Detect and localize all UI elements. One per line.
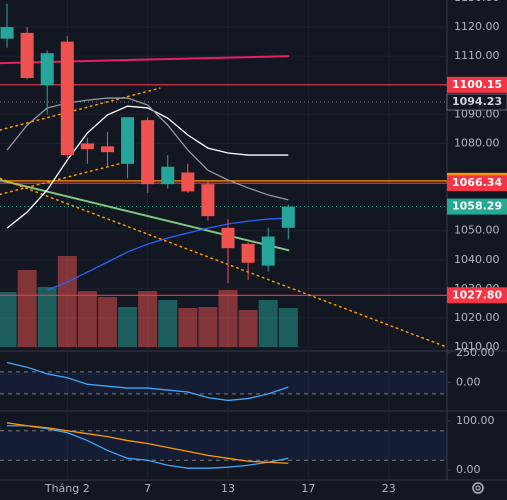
y-tick-label: 1080.00 [454,136,500,149]
y-tick-label: 1050.00 [454,224,500,237]
volume-bar [158,300,178,347]
candle-body [261,236,275,266]
volume-bar [118,307,138,347]
y-tick-label: 1130.00 [454,0,500,4]
volume-bar [57,256,77,347]
volume-bar [37,287,57,347]
y-tick-label: 1090.00 [454,107,500,120]
moving-average [6,97,289,201]
candle-body [100,146,114,153]
y-tick-label: 1020.00 [454,311,500,324]
y-tick-label: 0.00 [456,375,481,388]
candle-body [121,117,135,164]
y-tick-label: 100.00 [456,414,495,427]
volume-bar [258,300,278,347]
volume-bar [138,291,158,347]
volume-bar [198,307,218,347]
volume-bar [0,292,17,347]
level-band [0,371,447,394]
moving-average [46,217,289,291]
y-tick-label: 250.00 [456,346,495,359]
candle-body [80,143,94,150]
x-tick-label: 23 [382,482,396,495]
price-label: 1100.15 [452,78,502,91]
indicator-line [6,361,289,402]
y-tick-label: 1010.00 [454,340,500,353]
candle-body [161,166,175,185]
price-label: 1058.29 [452,200,502,213]
indicator-line [6,422,289,464]
y-tick-label: 1040.00 [454,253,500,266]
volume-bar [77,291,97,347]
volume-bar [218,290,238,347]
y-tick-label: 1110.00 [454,49,500,62]
x-tick-label: 13 [221,482,235,495]
volume-bar [97,297,117,347]
candle-body [201,184,215,217]
settings-gear[interactable] [472,482,484,494]
price-label: 1027.80 [452,288,502,301]
moving-average [6,105,289,229]
indicator-line [7,425,289,469]
y-tick-label: 0.00 [456,463,481,476]
candle-body [0,27,14,39]
candle-body [60,41,74,156]
candle-body [221,227,235,249]
x-tick-label: Tháng 2 [44,482,90,495]
price-label-box [447,287,507,304]
trendline [0,163,121,196]
price-label-box [447,175,507,192]
volume-bar [17,270,37,347]
price-label-box [446,93,507,111]
candle-body [40,53,54,86]
candle-body [241,243,255,263]
x-tick-label: 7 [144,482,151,495]
trendline [0,87,161,131]
price-label-box [447,76,507,93]
candle-body [281,206,295,228]
price-label-box [447,198,507,215]
level-band [0,430,447,461]
volume-bar [238,310,258,347]
candle-body [141,120,155,185]
trendline [0,177,448,348]
y-tick-label: 1120.00 [454,20,500,33]
trendline [0,179,290,252]
price-label: 1094.23 [452,95,502,108]
x-tick-label: 17 [301,482,315,495]
price-label: 1066.34 [452,176,502,189]
candle-body [181,172,195,192]
volume-bar [278,308,298,347]
volume-bar [178,308,198,347]
candle-body [20,32,34,78]
